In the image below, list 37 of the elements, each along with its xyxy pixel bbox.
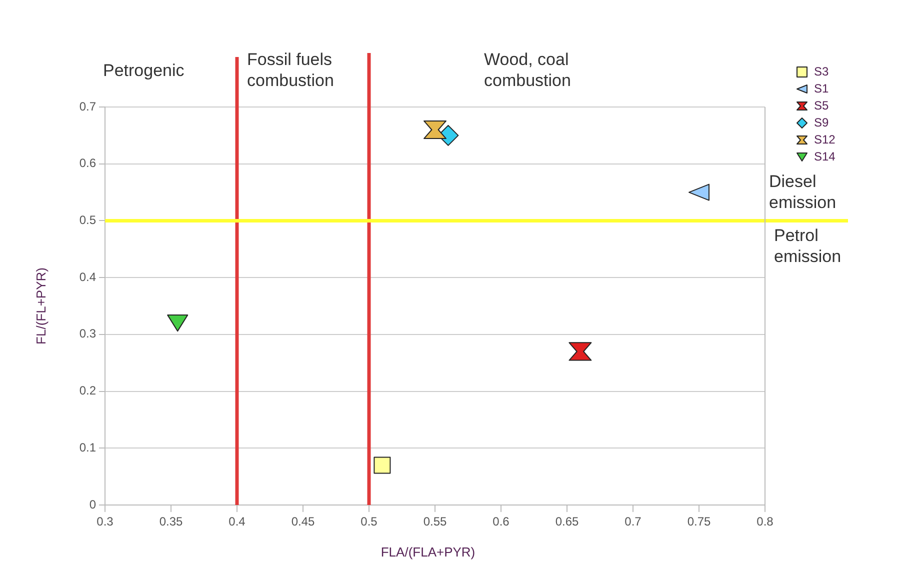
- x-tick-label: 0.4: [228, 514, 246, 529]
- y-tick-label: 0.2: [79, 384, 96, 398]
- point: [167, 314, 188, 332]
- x-tick-label: 0.3: [96, 514, 114, 529]
- y-axis-title: FL/(FL+PYR): [34, 268, 49, 344]
- x-axis-title: FLA/(FLA+PYR): [380, 544, 476, 560]
- legend-label: S9: [814, 115, 830, 130]
- x-tick-label: 0.35: [159, 514, 183, 529]
- x-tick-label: 0.45: [291, 514, 315, 529]
- y-tick-label: 0.4: [79, 270, 96, 284]
- point: [424, 120, 446, 140]
- text: Petrogenic: [103, 61, 185, 80]
- x-tick-label: 0.7: [624, 514, 642, 529]
- x-tick-label: 0.8: [756, 514, 774, 529]
- legend-label: S1: [814, 81, 830, 96]
- x-tick-label: 0.55: [423, 514, 447, 529]
- legend-label: S14: [814, 149, 836, 164]
- x-tick-label: 0.5: [360, 514, 378, 529]
- x-tick-label: 0.75: [687, 514, 711, 529]
- text: Diesel emission: [769, 172, 836, 212]
- y-tick-label: 0.6: [79, 156, 96, 170]
- x-tick-label: 0.65: [555, 514, 579, 529]
- y-tick-label: 0: [89, 497, 96, 512]
- x-tick-label: 0.6: [492, 514, 510, 529]
- y-tick-label: 0.7: [79, 99, 96, 114]
- text: Wood, coal combustion: [484, 50, 571, 90]
- point: [568, 342, 592, 361]
- text: Petrol emission: [774, 226, 842, 266]
- legend-label: S5: [814, 98, 830, 112]
- point: [688, 184, 710, 201]
- y-tick-label: 0.3: [79, 326, 96, 341]
- y-tick-label: 0.1: [79, 440, 96, 454]
- text: Fossil fuels combustion: [247, 50, 334, 90]
- legend-label: S12: [814, 132, 836, 146]
- point: [374, 456, 391, 474]
- y-tick-label: 0.5: [79, 213, 96, 228]
- legend-label: S3: [814, 64, 830, 78]
